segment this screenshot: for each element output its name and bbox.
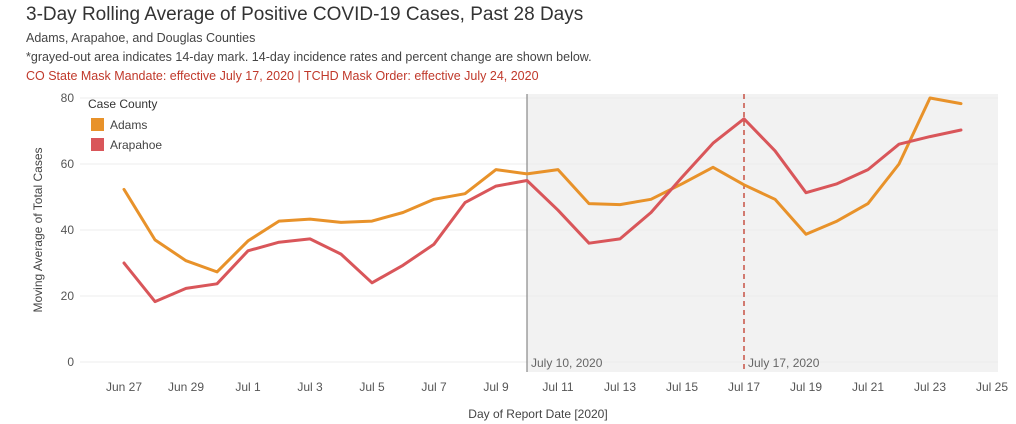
x-tick-label: Jul 25	[976, 380, 1008, 394]
y-tick-label: 60	[61, 157, 75, 171]
reference-line-label: July 17, 2020	[748, 356, 820, 370]
x-tick-label: Jul 3	[297, 380, 323, 394]
x-tick-label: Jul 5	[359, 380, 385, 394]
x-tick-label: Jul 9	[483, 380, 509, 394]
legend-label-arapahoe[interactable]: Arapahoe	[110, 138, 162, 152]
x-tick-label: Jul 21	[852, 380, 884, 394]
legend-swatch-arapahoe[interactable]	[91, 138, 104, 151]
y-tick-label: 0	[67, 355, 74, 369]
x-tick-label: Jul 19	[790, 380, 822, 394]
legend-label-adams[interactable]: Adams	[110, 118, 147, 132]
legend-swatch-adams[interactable]	[91, 118, 104, 131]
x-tick-label: Jul 1	[235, 380, 261, 394]
x-tick-label: Jul 15	[666, 380, 698, 394]
mask-mandate-note: CO State Mask Mandate: effective July 17…	[26, 69, 539, 83]
reference-line-label: July 10, 2020	[531, 356, 603, 370]
y-tick-label: 40	[61, 223, 75, 237]
chart-subtitle: Adams, Arapahoe, and Douglas Counties	[26, 31, 256, 45]
x-tick-label: Jul 13	[604, 380, 636, 394]
chart-title: 3-Day Rolling Average of Positive COVID-…	[26, 4, 584, 25]
series-line-arapahoe	[122, 117, 963, 304]
x-tick-label: Jun 29	[168, 380, 204, 394]
x-tick-label: Jul 11	[542, 380, 573, 394]
legend-title: Case County	[88, 97, 157, 111]
x-tick-label: Jun 27	[106, 380, 142, 394]
chart-note: *grayed-out area indicates 14-day mark. …	[26, 50, 592, 64]
x-tick-label: Jul 17	[728, 380, 760, 394]
y-axis-title: Moving Average of Total Cases	[31, 148, 45, 313]
y-tick-label: 20	[61, 289, 75, 303]
series-line-adams	[122, 96, 963, 274]
shaded-region	[527, 94, 998, 372]
y-tick-label: 80	[61, 91, 75, 105]
x-tick-label: Jul 7	[421, 380, 447, 394]
x-axis-title: Day of Report Date [2020]	[468, 407, 607, 421]
x-tick-label: Jul 23	[914, 380, 946, 394]
